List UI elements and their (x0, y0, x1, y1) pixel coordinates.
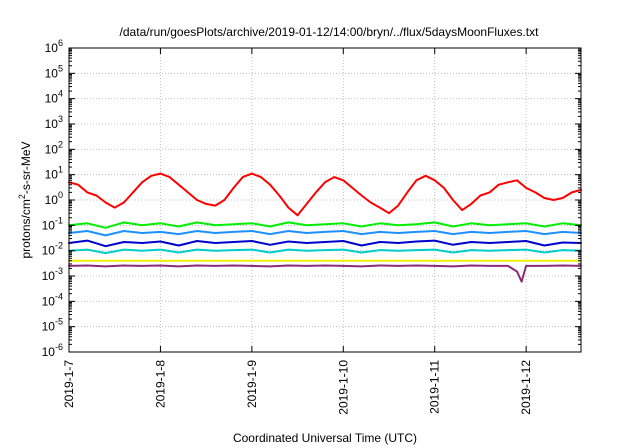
y-tick-label: 10-1 (42, 215, 63, 232)
x-tick-label: 2019-1-7 (62, 360, 76, 408)
series-line-3 (68, 230, 582, 237)
axis-ticks: 10-6 10-5 10-4 10-3 10-2 10-1 100 101 102 103 104 1… (42, 38, 581, 415)
series-line-1 (68, 172, 582, 217)
x-tick-label: 2019-1-12 (519, 360, 533, 415)
x-axis-label: Coordinated Universal Time (UTC) (233, 431, 417, 445)
gridlines (69, 48, 581, 352)
y-tick-label: 10-2 (42, 241, 63, 258)
series-line-7 (68, 264, 582, 283)
x-tick-label: 2019-1-10 (336, 360, 350, 415)
y-tick-label: 106 (45, 38, 63, 55)
y-tick-label: 102 (45, 139, 63, 156)
y-tick-label: 10-5 (42, 317, 63, 334)
y-tick-label: 10-6 (42, 342, 63, 359)
series-line-2 (68, 221, 582, 229)
y-tick-label: 101 (45, 165, 63, 182)
chart-title: /data/run/goesPlots/archive/2019-01-12/1… (120, 25, 540, 39)
series-lines (68, 172, 582, 283)
y-tick-label: 10-4 (42, 291, 63, 308)
series-line-4 (68, 239, 582, 248)
y-axis-label: protons/cm2-s-sr-MeV (17, 141, 33, 258)
y-tick-label: 105 (45, 63, 63, 80)
series-line-5 (68, 248, 582, 255)
y-tick-label: 104 (45, 89, 63, 106)
y-axis-label-post: -s-sr-MeV (19, 141, 33, 194)
x-tick-label: 2019-1-9 (245, 360, 259, 408)
x-tick-label: 2019-1-11 (428, 360, 442, 414)
y-axis-label-pre: protons/cm (19, 199, 33, 258)
y-tick-label: 10-3 (42, 266, 63, 283)
y-tick-label: 100 (45, 190, 63, 207)
y-tick-label: 103 (45, 114, 63, 131)
y-axis-label-sup: 2 (17, 194, 27, 199)
x-tick-label: 2019-1-8 (153, 360, 167, 408)
